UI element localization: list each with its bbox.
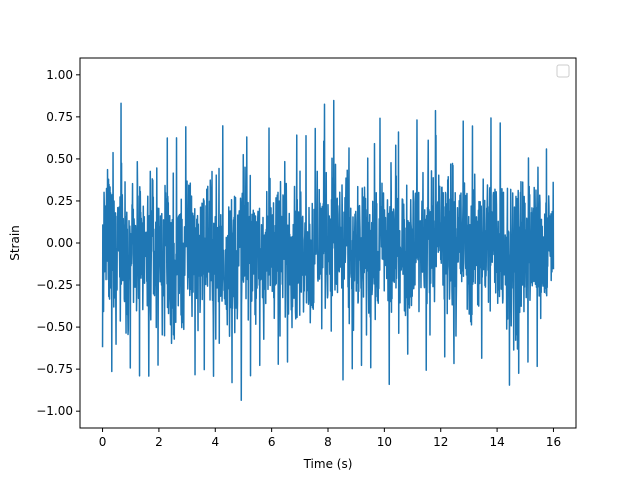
x-tick-label: 10 — [377, 435, 392, 449]
y-tick-label: −1.00 — [36, 404, 73, 418]
x-tick-label: 0 — [99, 435, 107, 449]
y-tick-label: 1.00 — [46, 68, 73, 82]
x-axis-label: Time (s) — [303, 457, 353, 471]
y-axis: −1.00 −0.75 −0.50 −0.25 0.00 0.25 0.50 0.75 1.00 — [36, 68, 80, 418]
x-tick-label: 8 — [324, 435, 332, 449]
y-axis-label: Strain — [8, 225, 22, 261]
x-tick-label: 12 — [433, 435, 448, 449]
series-layer — [101, 99, 555, 402]
strain-series-line — [101, 99, 555, 402]
y-tick-label: 0.00 — [46, 236, 73, 250]
x-tick-label: 6 — [268, 435, 276, 449]
y-tick-label: 0.50 — [46, 152, 73, 166]
x-tick-label: 4 — [211, 435, 219, 449]
x-tick-label: 16 — [546, 435, 561, 449]
x-tick-label: 2 — [155, 435, 163, 449]
y-tick-label: −0.50 — [36, 320, 73, 334]
y-tick-label: 0.75 — [46, 110, 73, 124]
x-axis: 0 2 4 6 8 10 12 14 16 — [99, 428, 561, 449]
y-tick-label: 0.25 — [46, 194, 73, 208]
y-tick-label: −0.25 — [36, 278, 73, 292]
y-tick-label: −0.75 — [36, 362, 73, 376]
x-tick-label: 14 — [489, 435, 504, 449]
legend-box — [556, 64, 570, 78]
